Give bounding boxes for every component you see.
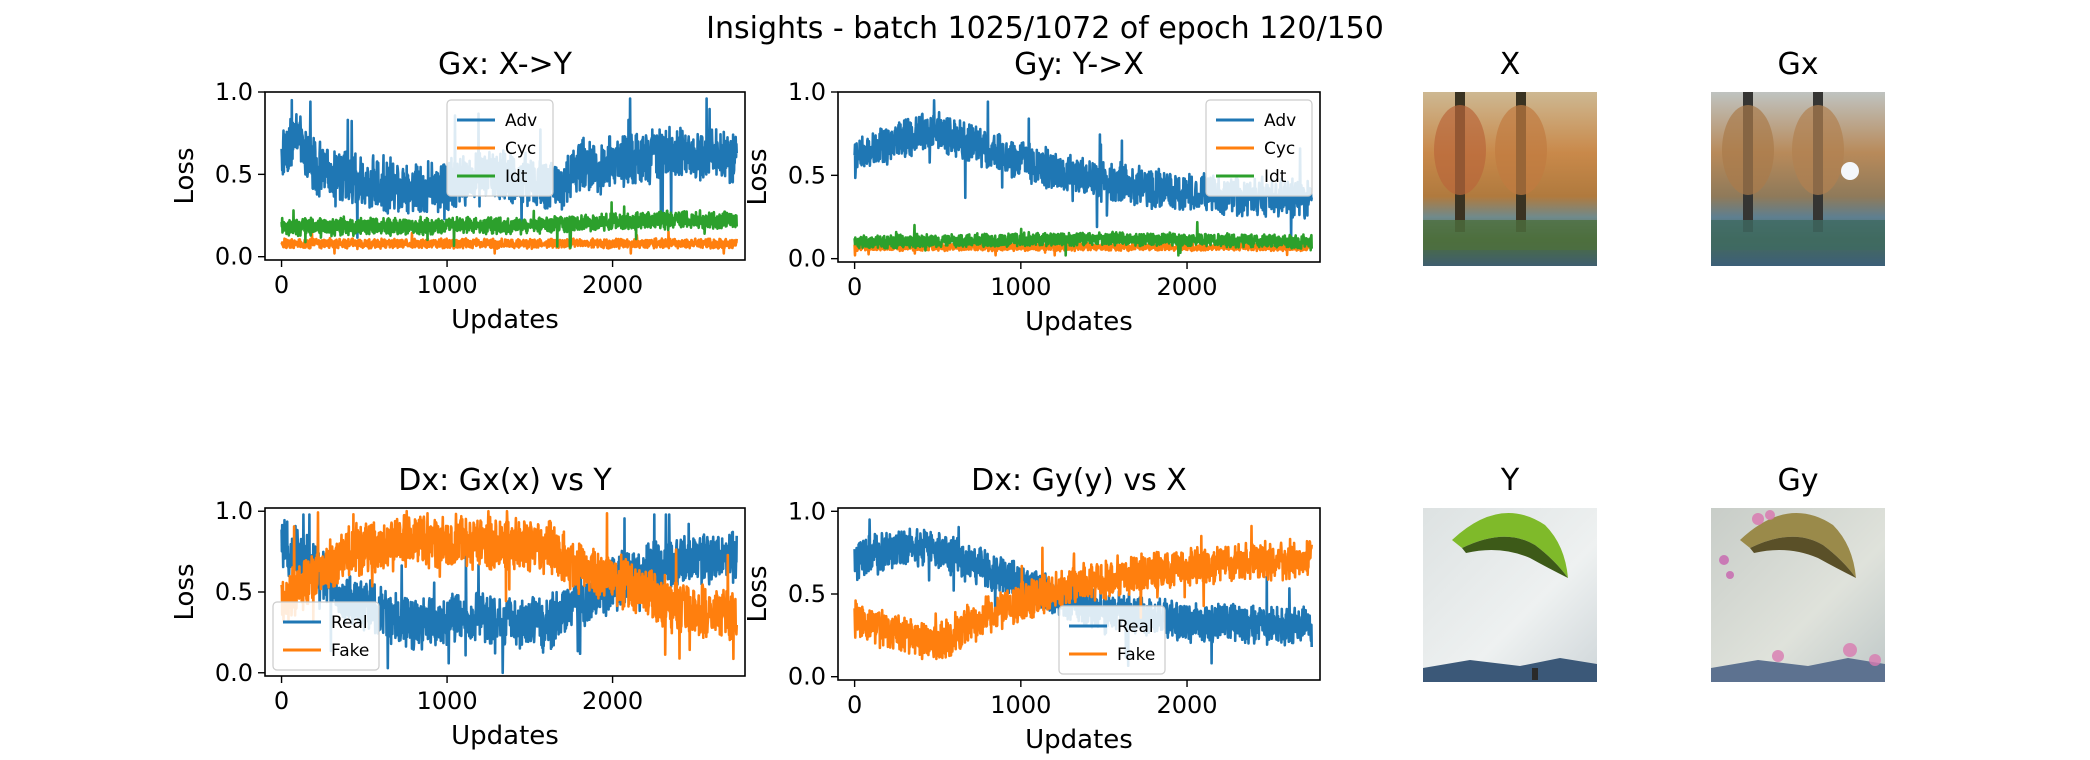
x-axis-label: Updates [451, 305, 559, 335]
image-title-gx: Gx [1777, 47, 1818, 82]
chart-title: Gx: X->Y [438, 47, 573, 82]
x-tick-label: 2000 [1156, 691, 1217, 719]
chart-2: Gy: Y->X 0 1000 2000 0.0 0.5 1.0 Updates Loss Adv… [743, 47, 1321, 337]
series-line-idt [280, 201, 738, 249]
y-tick-label: 0.5 [788, 161, 826, 189]
legend-label: Fake [1117, 645, 1155, 665]
legend-label: Adv [1264, 111, 1296, 131]
x-axis-label: Updates [1025, 307, 1133, 337]
x-tick-label: 2000 [582, 687, 643, 715]
legend-box [272, 601, 380, 671]
legend-box [446, 99, 554, 197]
series-line-real [280, 513, 738, 675]
chart-title: Dx: Gy(y) vs X [971, 463, 1187, 498]
y-tick-label: 0.5 [788, 580, 826, 608]
legend: Adv Cyc Idt [446, 99, 554, 197]
y-tick-label: 1.0 [788, 78, 826, 106]
y-tick-label: 1.0 [215, 497, 253, 525]
axes-frame [264, 91, 746, 261]
plot-area: Gx: X->Y 0 1000 2000 0.0 0.5 1.0 Updates Loss Adv… [170, 47, 1321, 755]
legend-label: Real [1117, 617, 1154, 637]
y-tick-label: 0.0 [788, 663, 826, 691]
y-tick-label: 0.0 [788, 245, 826, 273]
series-line-fake [853, 524, 1313, 661]
x-axis-label: Updates [1025, 725, 1133, 755]
image-panel-gx: Gx [1711, 47, 1885, 266]
chart-4: Dx: Gy(y) vs X 0 1000 2000 0.0 0.5 1.0 Updates L… [743, 463, 1321, 755]
legend: Adv Cyc Idt [1205, 99, 1313, 197]
y-axis-label: Loss [743, 565, 773, 622]
legend-label: Cyc [505, 139, 536, 159]
x-tick-label: 0 [274, 271, 289, 299]
series-line-cyc [280, 230, 738, 255]
y-axis-label: Loss [170, 563, 200, 620]
x-tick-label: 2000 [582, 271, 643, 299]
image-title-x: X [1500, 47, 1521, 82]
legend-label: Fake [331, 641, 369, 661]
image-panel-y: Y [1423, 463, 1597, 682]
series-line-idt [853, 220, 1313, 257]
image-title-y: Y [1500, 463, 1520, 498]
legend: Real Fake [272, 601, 380, 671]
legend-label: Cyc [1264, 139, 1295, 159]
series-lines [280, 509, 738, 675]
legend-label: Real [331, 613, 368, 633]
series-line-fake [280, 509, 738, 661]
x-tick-label: 1000 [990, 691, 1051, 719]
y-tick-label: 1.0 [788, 497, 826, 525]
y-tick-label: 0.5 [215, 578, 253, 606]
x-tick-label: 1000 [990, 273, 1051, 301]
y-tick-label: 0.0 [215, 659, 253, 687]
y-tick-label: 1.0 [215, 78, 253, 106]
x-tick-label: 0 [847, 273, 862, 301]
chart-title: Gy: Y->X [1014, 47, 1144, 82]
chart-3: Dx: Gx(x) vs Y 0 1000 2000 0.0 0.5 1.0 Updates L… [170, 463, 746, 751]
axes-frame [837, 91, 1321, 263]
y-tick-label: 0.0 [215, 243, 253, 271]
y-tick-label: 0.5 [215, 160, 253, 188]
legend-label: Adv [505, 111, 537, 131]
image-title-gy: Gy [1777, 463, 1818, 498]
x-tick-label: 1000 [417, 271, 478, 299]
chart-title: Dx: Gx(x) vs Y [398, 463, 612, 498]
x-axis-label: Updates [451, 721, 559, 751]
legend-label: Idt [505, 167, 528, 187]
chart-1: Gx: X->Y 0 1000 2000 0.0 0.5 1.0 Updates Loss Adv… [170, 47, 746, 335]
image-panel-x: X [1423, 47, 1597, 266]
legend: Real Fake [1058, 605, 1166, 675]
y-axis-label: Loss [743, 148, 773, 205]
x-tick-label: 0 [847, 691, 862, 719]
legend-label: Idt [1264, 167, 1287, 187]
y-axis-label: Loss [170, 147, 200, 204]
legend-box [1205, 99, 1313, 197]
x-tick-label: 1000 [417, 687, 478, 715]
x-tick-label: 2000 [1156, 273, 1217, 301]
x-tick-label: 0 [274, 687, 289, 715]
image-panel-gy: Gy [1711, 463, 1885, 682]
legend-box [1058, 605, 1166, 675]
figure-suptitle: Insights - batch 1025/1072 of epoch 120/… [706, 11, 1384, 46]
